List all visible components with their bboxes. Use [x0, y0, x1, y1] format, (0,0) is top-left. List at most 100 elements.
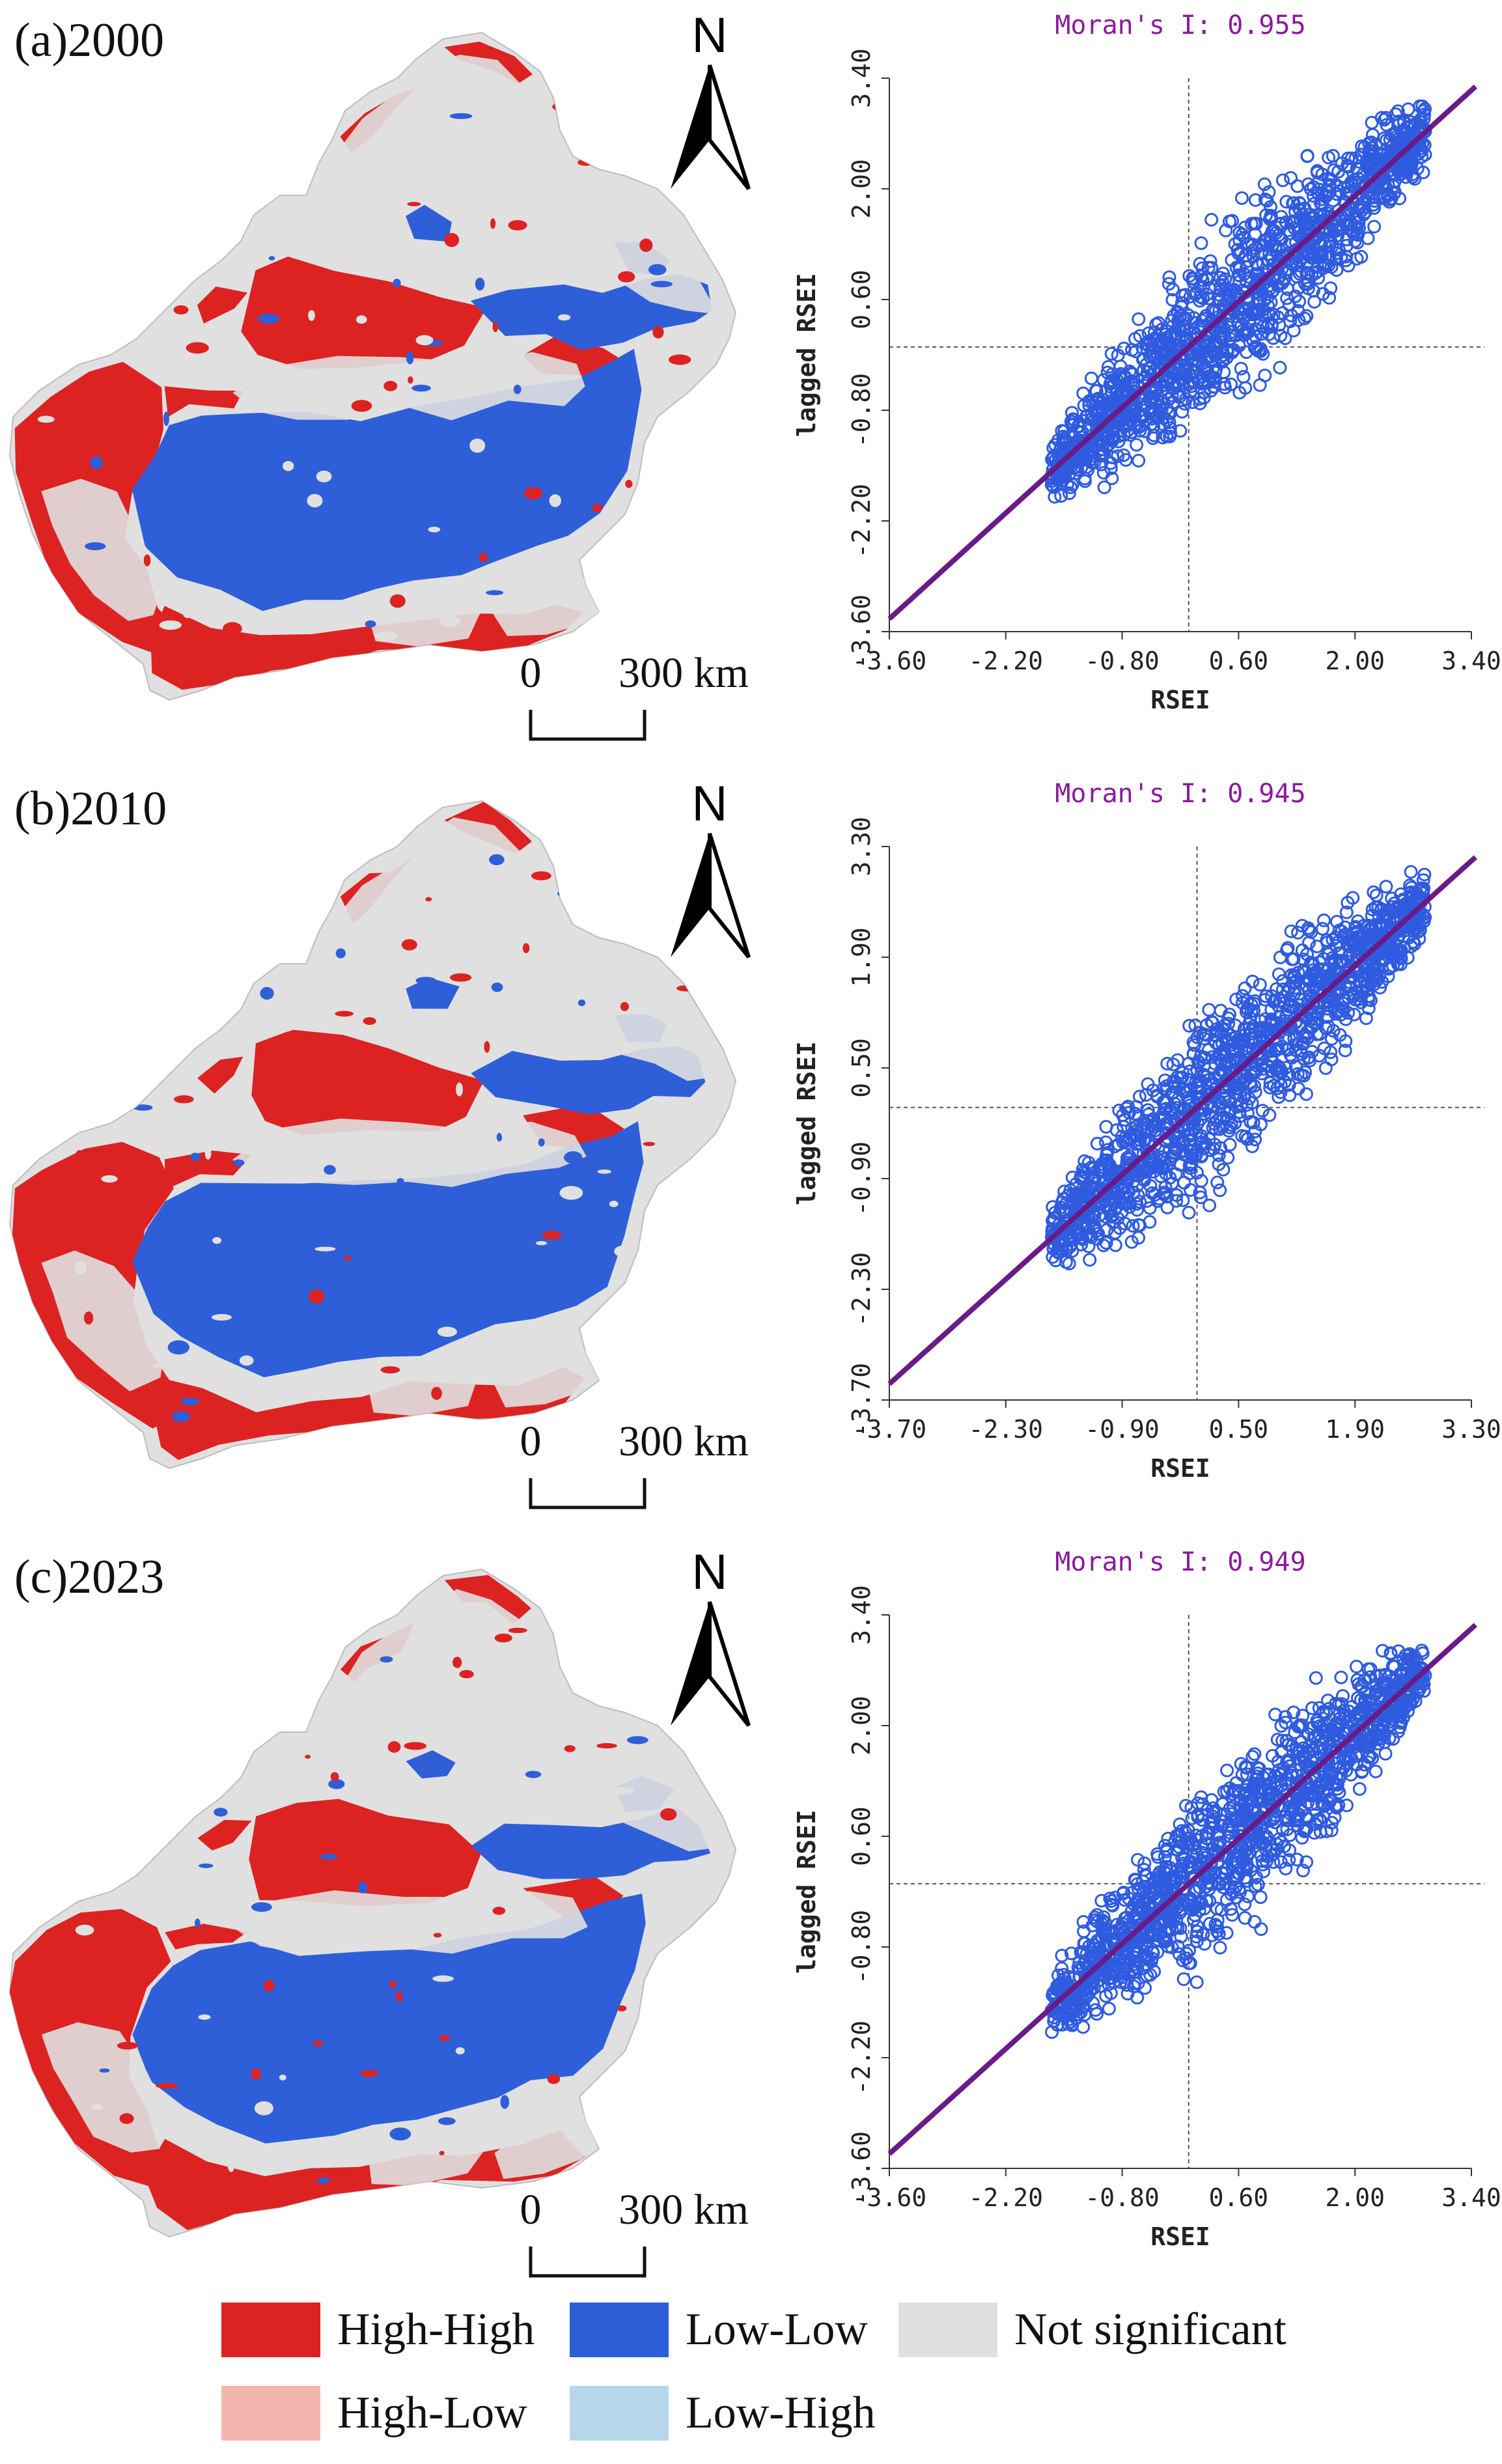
map-speckle	[171, 1411, 190, 1422]
data-point	[1077, 1937, 1091, 1951]
data-point	[1334, 251, 1348, 265]
map-speckle	[432, 1975, 454, 1982]
scale-bar-line	[529, 2247, 647, 2278]
data-point	[1316, 952, 1331, 966]
data-point	[1160, 1190, 1175, 1204]
data-point	[1044, 477, 1059, 492]
data-point	[1321, 1693, 1335, 1707]
map-speckle	[508, 1627, 527, 1633]
data-point	[1382, 927, 1397, 942]
data-point	[1210, 1913, 1225, 1927]
legend-label-not-significant: Not significant	[1014, 2304, 1286, 2355]
data-point	[1279, 1715, 1293, 1729]
map-speckle	[525, 1771, 542, 1778]
map-speckle	[202, 301, 216, 315]
data-point	[1283, 994, 1298, 1008]
data-point	[1277, 273, 1291, 287]
data-point	[1249, 322, 1263, 336]
map-speckle	[617, 2005, 627, 2011]
map-speckle	[48, 120, 64, 135]
map-speckle	[618, 271, 635, 283]
map-speckle	[316, 470, 332, 483]
data-point	[1306, 284, 1320, 298]
legend-item-low-low: Low-Low	[570, 2303, 868, 2357]
data-point	[1197, 1937, 1212, 1951]
data-point	[1350, 251, 1364, 266]
data-point	[1384, 167, 1398, 182]
panel-3: N 0 300 km (c)2023 Moran's I: 0.949 -3.60 -2.2…	[0, 1537, 1502, 2305]
data-point	[1160, 1057, 1175, 1071]
data-point	[1129, 402, 1143, 415]
map-speckle	[330, 1772, 339, 1782]
data-point	[1104, 456, 1118, 470]
data-point	[1090, 1136, 1104, 1151]
data-point	[1089, 2003, 1103, 2017]
data-point	[1205, 1050, 1219, 1064]
data-point	[1363, 1662, 1378, 1676]
map-speckle	[444, 232, 460, 247]
data-point	[1239, 345, 1253, 359]
data-point	[1190, 1166, 1204, 1180]
data-point	[1145, 1952, 1159, 1966]
data-point	[1160, 1079, 1174, 1093]
data-point	[1276, 974, 1290, 988]
data-point	[1125, 1121, 1139, 1136]
data-point	[1281, 1003, 1295, 1017]
high-high-cluster	[249, 1799, 481, 1906]
map-speckle	[549, 494, 561, 507]
data-point	[1415, 1644, 1429, 1658]
data-point	[1111, 449, 1125, 463]
data-point	[1377, 113, 1391, 127]
moran-scatter-plot: Moran's I: 0.949-3.60 -2.20 -0.80 0.60 2.00 3…	[792, 1547, 1501, 2251]
map-speckle	[253, 890, 274, 903]
map-speckle	[439, 615, 460, 628]
data-point	[1291, 966, 1305, 980]
data-point	[1274, 210, 1288, 224]
data-point	[1248, 1132, 1262, 1147]
high-high-cluster	[197, 1056, 243, 1094]
data-point	[1283, 1843, 1297, 1858]
low-low-cluster	[406, 204, 452, 242]
map-speckle	[489, 854, 505, 865]
map-speckle	[274, 1020, 296, 1032]
data-point	[1182, 269, 1197, 283]
data-point	[1295, 919, 1309, 933]
map-speckle	[660, 1808, 677, 1821]
data-point	[1332, 1785, 1346, 1800]
data-point	[1087, 1981, 1101, 1995]
map-speckle	[389, 594, 406, 608]
data-point	[1184, 1800, 1199, 1815]
data-point	[1151, 1916, 1165, 1930]
data-point	[1089, 1946, 1104, 1960]
data-point	[1272, 260, 1285, 274]
map-speckle	[564, 1151, 583, 1164]
scale-bar: 0 300 km	[520, 1418, 749, 1509]
not-significant-area	[232, 352, 585, 421]
data-point	[1246, 249, 1260, 264]
data-point	[1246, 244, 1260, 257]
legend-swatch-not-significant	[898, 2303, 997, 2357]
data-point	[1205, 320, 1219, 334]
map-speckle	[46, 1124, 66, 1132]
x-tick-label: -0.80	[1085, 2183, 1159, 2212]
y-tick-label: 0.50	[847, 1038, 876, 1098]
data-point	[1210, 1113, 1224, 1128]
data-point	[1290, 1853, 1304, 1867]
data-point	[1263, 1080, 1277, 1095]
data-point	[1235, 1812, 1249, 1826]
data-point	[1272, 967, 1286, 981]
data-point	[1277, 1761, 1291, 1775]
data-point	[1087, 1162, 1101, 1175]
data-point	[1255, 1104, 1270, 1118]
map-speckle	[328, 1779, 345, 1789]
data-point	[1130, 1877, 1145, 1891]
map-speckle	[363, 1017, 376, 1025]
map-speckle	[635, 579, 643, 589]
data-point	[1076, 453, 1090, 467]
data-point	[1167, 365, 1181, 379]
map-speckle	[389, 2127, 411, 2141]
data-point	[1191, 1810, 1205, 1824]
data-point	[1280, 1043, 1294, 1057]
data-point	[1281, 1772, 1296, 1787]
data-point	[1120, 1911, 1133, 1925]
